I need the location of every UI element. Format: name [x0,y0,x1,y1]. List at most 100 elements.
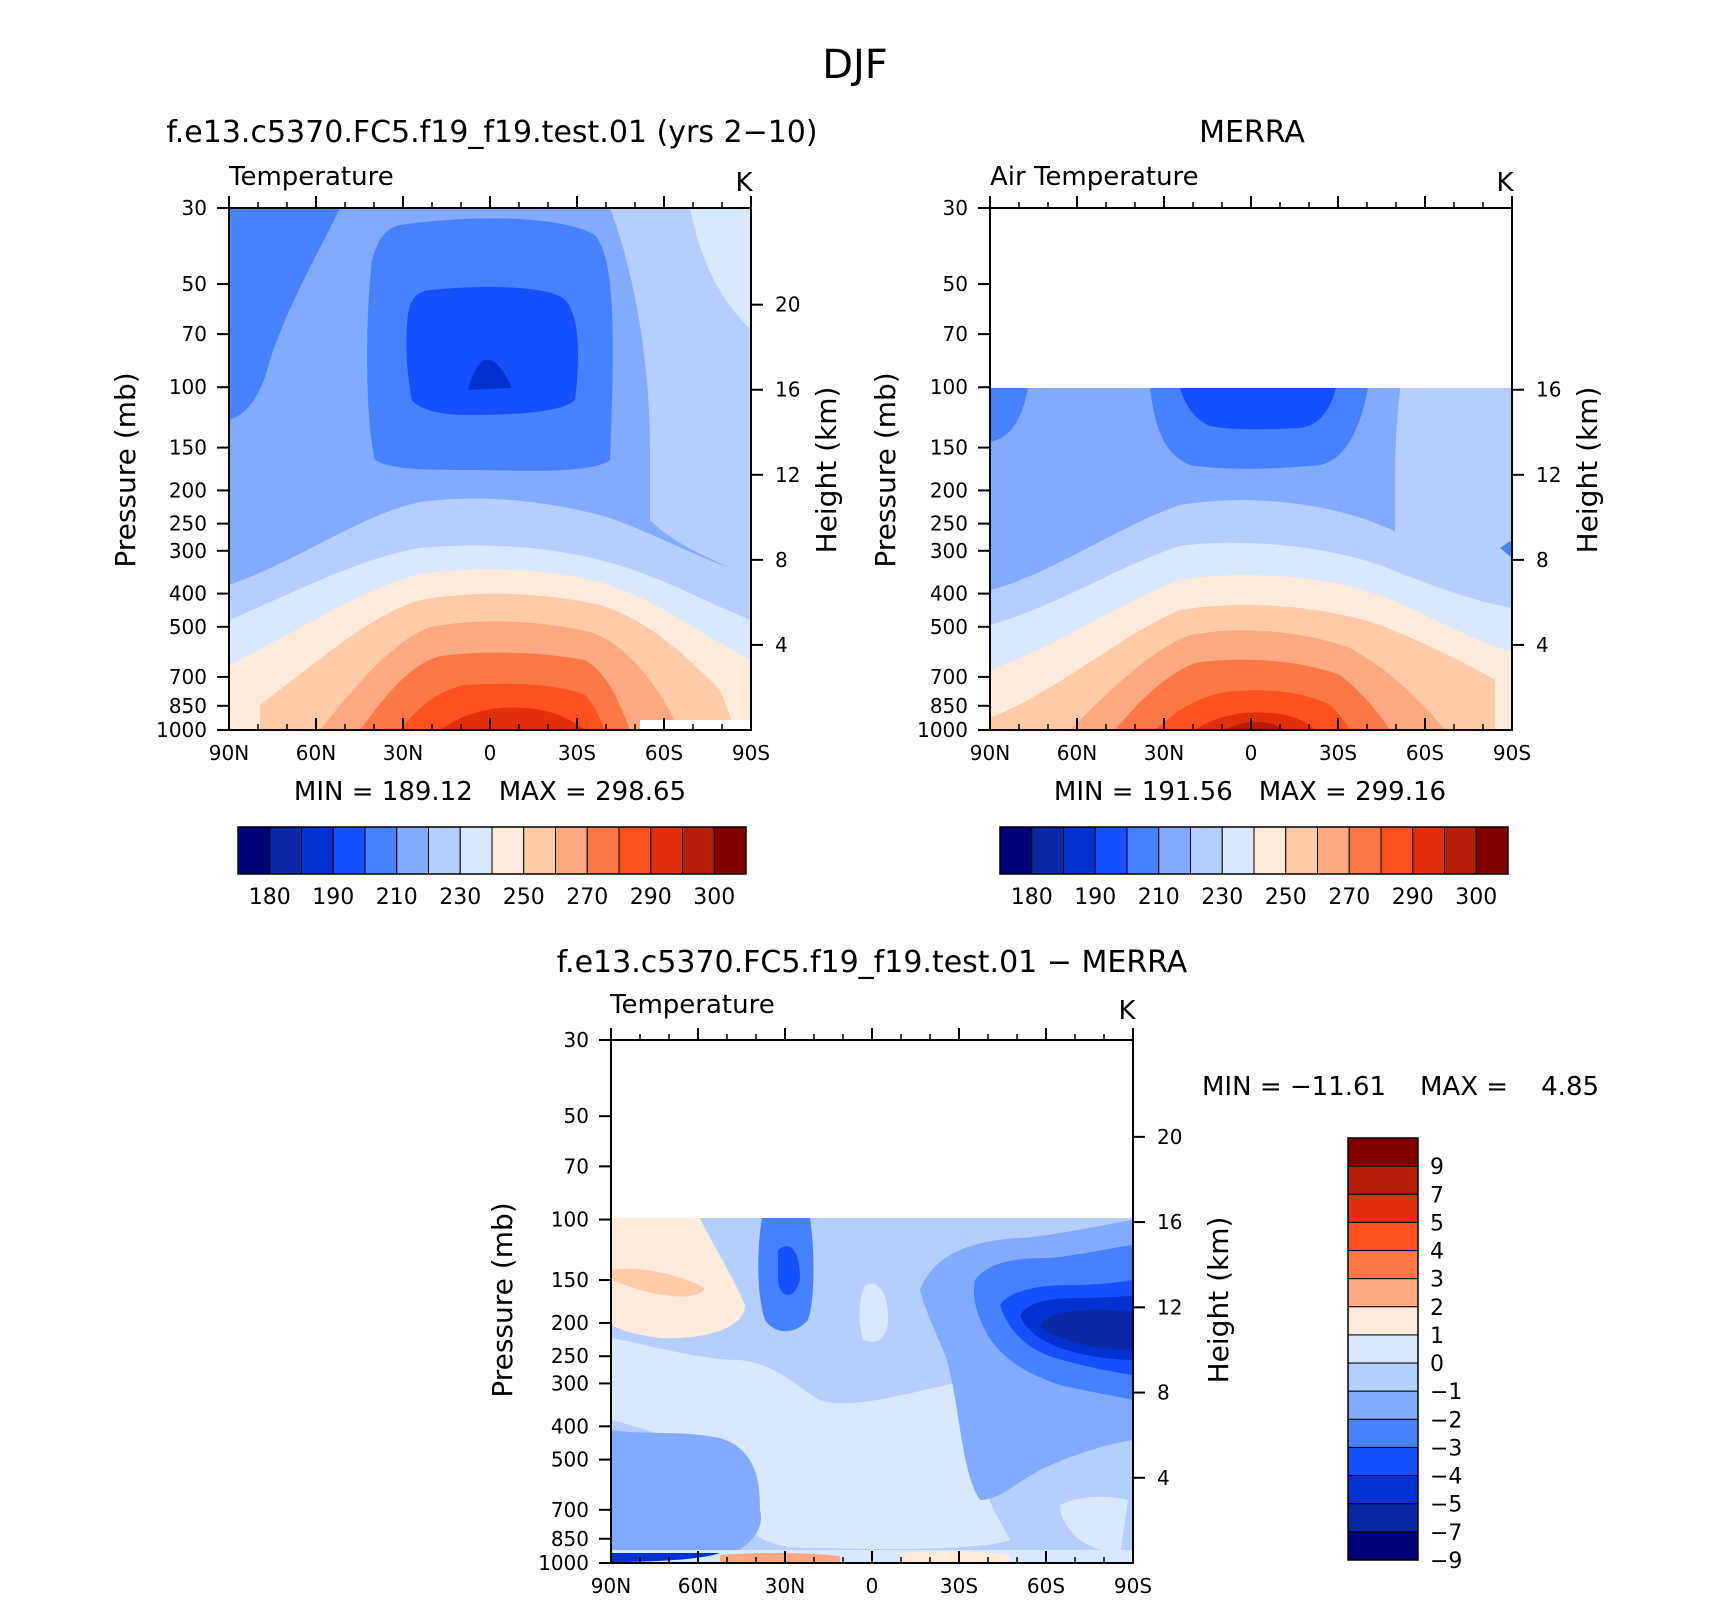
x-tick-label: 90S [732,741,770,765]
colorbar-swatch [1347,1446,1419,1477]
colorbar-label: 230 [1201,885,1243,910]
x-tick-label: 90N [209,741,249,765]
height-tick-label: 8 [775,548,788,572]
colorbar-swatch [1347,1418,1419,1448]
y-tick-label: 150 [930,436,968,460]
colorbar-swatch [1253,826,1287,875]
panel-model-ylabel2: Height (km) [810,387,843,554]
x-tick-label: 30S [1319,741,1357,765]
y-tick-label: 50 [564,1104,589,1128]
colorbar-swatch [1347,1278,1419,1308]
panel-diff: f.e13.c5370.FC5.f19_f19.test.01 − MERRA … [486,945,1599,1598]
y-tick-label: 850 [169,694,207,718]
panel-diff-max: MAX = 4.85 [1420,1072,1599,1102]
y-tick-label: 50 [943,272,968,296]
colorbar-label: 5 [1430,1211,1444,1236]
x-tick-label: 90N [591,1574,631,1598]
panel-diff-plot [610,1039,1134,1564]
colorbar-label: 0 [1430,1352,1444,1377]
panel-diff-title: f.e13.c5370.FC5.f19_f19.test.01 − MERRA [557,945,1188,980]
panel-model-plot [228,207,752,731]
contour-fill-minus2-north [611,1430,761,1555]
y-tick-label: 30 [564,1028,589,1052]
contour-fill-max [1225,722,1285,730]
panel-model: f.e13.c5370.FC5.f19_f19.test.01 (yrs 2−1… [109,115,843,910]
x-tick-label: 30S [558,741,596,765]
y-tick-label: 300 [930,539,968,563]
contour-fill-south-patch [1060,1496,1128,1555]
y-tick-label: 300 [169,539,207,563]
panel-model-ylabel: Pressure (mb) [109,372,142,567]
panel-diff-ylabel: Pressure (mb) [486,1202,519,1397]
panel-merra-ylabel2: Height (km) [1571,387,1604,554]
missing-data-gap [640,720,750,730]
y-tick-label: 100 [169,375,207,399]
colorbar-label: −3 [1430,1436,1462,1461]
colorbar-label: 300 [1455,885,1497,910]
y-tick-label: 250 [551,1344,589,1368]
colorbar-swatch [1317,826,1350,875]
colorbar-label: 290 [1392,885,1434,910]
y-tick-label: 100 [930,375,968,399]
x-tick-label: 60N [1057,741,1097,765]
colorbar-label: 9 [1430,1155,1444,1180]
colorbar-swatch [1348,826,1382,875]
colorbar-swatch [523,826,556,875]
y-tick-label: 250 [169,512,207,536]
colorbar-swatch [682,826,715,875]
colorbar-label: −4 [1430,1465,1462,1490]
panel-model-title: f.e13.c5370.FC5.f19_f19.test.01 (yrs 2−1… [166,115,817,150]
y-tick-label: 850 [551,1527,589,1551]
colorbar-swatch [1158,826,1191,875]
y-tick-label: 700 [930,665,968,689]
panel-merra-variable: Air Temperature [990,162,1199,192]
colorbar-swatch [269,826,302,875]
colorbar-swatch [428,826,461,875]
y-tick-label: 500 [551,1448,589,1472]
height-tick-label: 12 [775,463,800,487]
contour-fill-south-notch [1500,540,1512,558]
colorbar-label: 7 [1430,1183,1444,1208]
contour-fill-surface-cold [611,1553,720,1562]
colorbar-label: −2 [1430,1408,1462,1433]
height-tick-label: 20 [775,293,800,317]
colorbar-swatch [1347,1475,1419,1505]
x-tick-label: 60N [678,1574,718,1598]
y-tick-label: 700 [551,1498,589,1522]
y-tick-label: 500 [169,615,207,639]
colorbar-label: 180 [249,885,291,910]
x-tick-label: 30N [1144,741,1184,765]
colorbar-label: 300 [693,885,735,910]
height-tick-label: 16 [775,378,800,402]
colorbar-label: 190 [1074,885,1116,910]
contour-fill-295-300 [1195,712,1315,730]
x-tick-label: 90S [1114,1574,1152,1598]
x-tick-label: 30N [383,741,423,765]
colorbar-label: 210 [1138,885,1180,910]
colorbar-frame [1347,1137,1419,1561]
panel-model-units: K [735,168,753,198]
y-tick-label: 50 [182,272,207,296]
y-tick-label: 70 [564,1154,589,1178]
colorbar-swatch [491,826,525,875]
colorbar-swatch [237,826,271,875]
contour-fill-north [990,388,1028,442]
panel-model-variable: Temperature [228,162,394,192]
colorbar-swatch [1347,1390,1419,1420]
y-tick-label: 850 [930,694,968,718]
colorbar-label: 3 [1430,1268,1444,1293]
y-tick-label: 150 [551,1268,589,1292]
panel-model-colorbar: 180 190 210 230 250 270 290 300 [237,826,747,910]
colorbar-swatch [1221,826,1255,875]
height-tick-label: 4 [1157,1466,1170,1490]
contour-fill-min [468,359,512,390]
panel-model-axes: 90N 60N 30N 0 30S 60S 90S 30 50 70 100 150 200 250 300… [156,196,800,765]
colorbar-label: 290 [630,885,672,910]
panel-merra-min: MIN = 191.56 MAX = 299.16 [1054,777,1446,807]
contour-fill-minus9 [1040,1310,1133,1350]
y-tick-label: 200 [930,478,968,502]
colorbar-label: 1 [1430,1324,1444,1349]
y-tick-label: 500 [930,615,968,639]
y-tick-label: 150 [169,436,207,460]
colorbar-label: −1 [1430,1380,1462,1405]
